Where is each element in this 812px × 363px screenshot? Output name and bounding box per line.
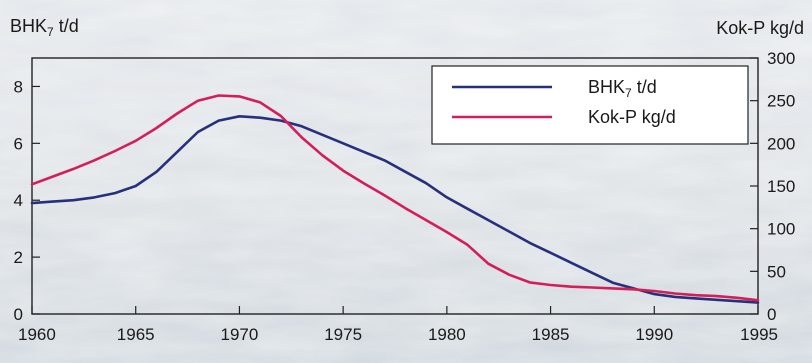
y-right-tick-label: 150	[767, 177, 795, 196]
legend-label-bhk: BHK7 t/d	[588, 77, 657, 100]
series-lines	[30, 94, 760, 304]
legend: BHK7 t/d Kok-P kg/d	[431, 65, 749, 145]
y-right-tick-label: 300	[767, 49, 795, 68]
x-tick-label: 1965	[117, 325, 155, 344]
y-left-tick-label: 0	[14, 305, 23, 324]
x-tick-label: 1990	[635, 325, 673, 344]
y-left-tick-label: 4	[14, 191, 23, 210]
y-left-tick-label: 8	[14, 77, 23, 96]
series-line-kokp	[30, 94, 760, 302]
x-tick-label: 1975	[324, 325, 362, 344]
y-right-tick-label: 200	[767, 134, 795, 153]
x-tick-label: 1980	[428, 325, 466, 344]
x-tick-label: 1995	[740, 325, 778, 344]
y-right-tick-label: 100	[767, 220, 795, 239]
x-axis: 1960 1965 1970 1975 1980 1985 1990 1995	[18, 306, 778, 344]
y-right-axis-title: Kok-P kg/d	[716, 18, 804, 38]
y-left-tick-label: 2	[14, 248, 23, 267]
y-left-axis: 0 2 4 6 8	[14, 77, 40, 324]
y-right-tick-label: 50	[767, 262, 786, 281]
x-tick-label: 1970	[221, 325, 259, 344]
y-left-axis-title: BHK7 t/d	[10, 16, 79, 39]
y-right-tick-label: 0	[767, 305, 776, 324]
legend-box	[431, 65, 749, 145]
y-right-axis: 0 50 100 150 200 250 300	[750, 49, 795, 324]
x-tick-label: 1960	[18, 325, 56, 344]
y-left-tick-label: 6	[14, 134, 23, 153]
legend-label-kokp: Kok-P kg/d	[588, 107, 676, 127]
y-right-tick-label: 250	[767, 92, 795, 111]
x-tick-label: 1985	[532, 325, 570, 344]
